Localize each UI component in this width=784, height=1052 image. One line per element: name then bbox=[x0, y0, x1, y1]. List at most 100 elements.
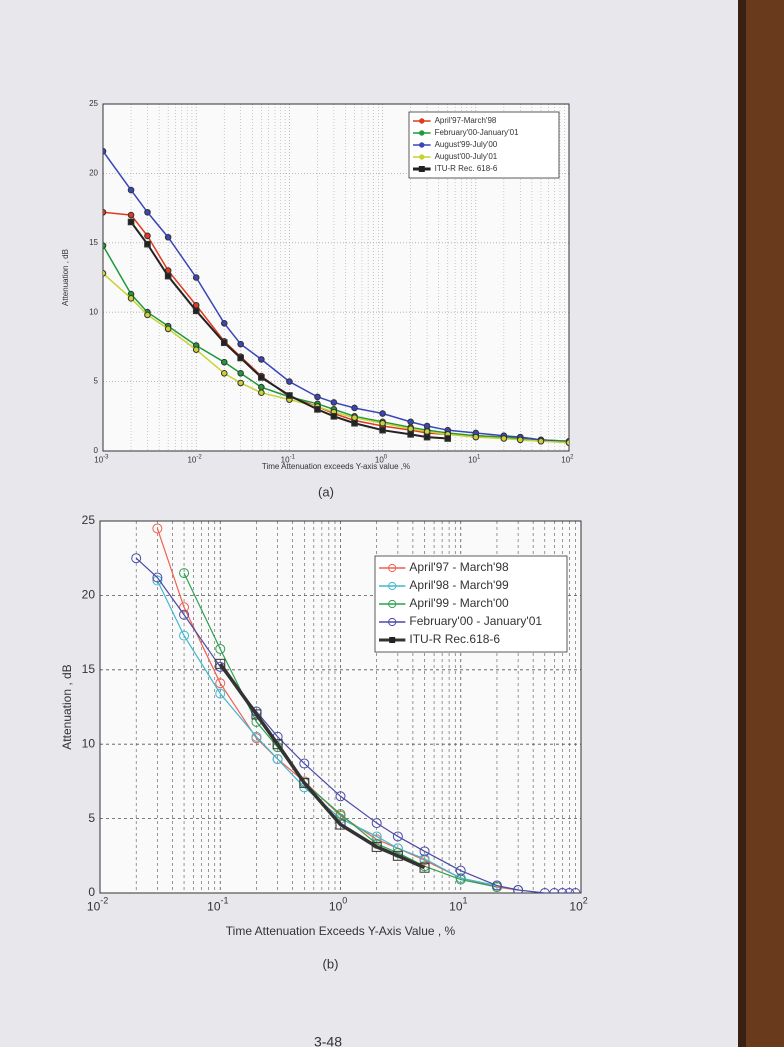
legend-label: April'97 - March'98 bbox=[409, 560, 509, 574]
point bbox=[408, 426, 414, 432]
point bbox=[408, 432, 414, 438]
legend-marker bbox=[420, 155, 424, 159]
x-tick-exponent: -1 bbox=[221, 896, 229, 906]
point bbox=[380, 427, 386, 433]
legend-label: August'99-July'00 bbox=[435, 140, 498, 149]
point bbox=[259, 384, 265, 390]
legend-label: February'00-January'01 bbox=[435, 128, 520, 137]
page-shadow bbox=[738, 0, 746, 1047]
point bbox=[145, 312, 151, 318]
point bbox=[128, 296, 134, 302]
point bbox=[424, 429, 430, 435]
legend-marker bbox=[389, 637, 395, 643]
point bbox=[380, 411, 386, 417]
legend-marker bbox=[420, 119, 424, 123]
point bbox=[238, 370, 244, 376]
point bbox=[221, 340, 227, 346]
y-tick-label: 25 bbox=[82, 513, 96, 527]
x-tick-base: 10 bbox=[329, 900, 343, 914]
y-tick-label: 20 bbox=[82, 588, 96, 602]
y-tick-label: 0 bbox=[94, 446, 99, 455]
y-tick-label: 0 bbox=[88, 885, 95, 899]
point bbox=[517, 437, 523, 443]
point bbox=[128, 219, 134, 225]
point bbox=[380, 420, 386, 426]
x-tick-exponent: 0 bbox=[342, 896, 347, 906]
point bbox=[221, 321, 227, 327]
point bbox=[315, 407, 321, 413]
point bbox=[315, 394, 321, 400]
x-tick-base: 10 bbox=[449, 900, 463, 914]
point bbox=[259, 390, 265, 396]
point bbox=[352, 420, 358, 426]
point bbox=[128, 187, 134, 193]
y-tick-label: 15 bbox=[82, 662, 96, 676]
point bbox=[473, 434, 479, 440]
point bbox=[501, 436, 507, 442]
point bbox=[287, 393, 293, 399]
point bbox=[145, 241, 151, 247]
point bbox=[165, 234, 171, 240]
point bbox=[331, 400, 337, 406]
legend-label: April'98 - March'99 bbox=[409, 578, 509, 592]
y-tick-label: 15 bbox=[89, 238, 98, 247]
y-tick-label: 5 bbox=[94, 377, 99, 386]
point bbox=[193, 275, 199, 281]
point bbox=[445, 436, 451, 442]
point bbox=[238, 355, 244, 361]
point bbox=[352, 405, 358, 411]
y-tick-label: 5 bbox=[88, 811, 95, 825]
x-tick-base: 10 bbox=[207, 900, 221, 914]
x-tick-exponent: -2 bbox=[100, 896, 108, 906]
x-tick-exponent: 1 bbox=[463, 896, 468, 906]
legend-label: ITU-R Rec. 618-6 bbox=[435, 164, 498, 173]
x-axis-label: Time Attenuation exceeds Y-axis value ,% bbox=[262, 462, 410, 471]
caption: (a) bbox=[318, 484, 334, 499]
point bbox=[221, 370, 227, 376]
point bbox=[165, 273, 171, 279]
point bbox=[408, 419, 414, 425]
page-photo: 3-48 10-310-210-11001011020510152025Time… bbox=[0, 0, 784, 1047]
page-number: 3-48 bbox=[314, 1034, 342, 1047]
table-edge bbox=[740, 0, 784, 1047]
x-tick-base: 10 bbox=[87, 900, 101, 914]
point bbox=[331, 414, 337, 420]
legend-marker bbox=[419, 166, 425, 172]
legend-label: April'99 - March'00 bbox=[409, 596, 509, 610]
point bbox=[221, 359, 227, 365]
point bbox=[145, 233, 151, 239]
x-tick-exponent: -1 bbox=[290, 454, 296, 460]
y-axis-label: Attenuation , dB bbox=[60, 664, 74, 749]
y-tick-label: 20 bbox=[89, 169, 98, 178]
point bbox=[259, 357, 265, 363]
point bbox=[128, 212, 134, 218]
point bbox=[424, 423, 430, 429]
x-axis-label: Time Attenuation Exceeds Y-Axis Value , … bbox=[226, 924, 456, 938]
point bbox=[145, 209, 151, 215]
legend-label: April'97-March'98 bbox=[435, 116, 497, 125]
x-tick-exponent: -2 bbox=[196, 454, 202, 460]
point bbox=[424, 434, 430, 440]
point bbox=[165, 326, 171, 332]
x-tick-exponent: -3 bbox=[103, 454, 109, 460]
y-tick-label: 25 bbox=[89, 99, 98, 108]
point bbox=[193, 347, 199, 353]
x-tick-base: 10 bbox=[569, 900, 583, 914]
chart: 10-310-210-11001011020510152025Time Atte… bbox=[61, 99, 574, 499]
legend-marker bbox=[420, 143, 424, 147]
y-tick-label: 10 bbox=[82, 736, 96, 750]
point bbox=[538, 438, 544, 444]
y-tick-label: 10 bbox=[89, 307, 98, 316]
legend-label: ITU-R Rec.618-6 bbox=[409, 632, 500, 646]
point bbox=[193, 308, 199, 314]
point bbox=[259, 375, 265, 381]
y-axis-label: Attenuation , dB bbox=[61, 249, 70, 306]
point bbox=[287, 379, 293, 385]
legend-label: February'00 - January'01 bbox=[409, 614, 542, 628]
point bbox=[352, 415, 358, 421]
legend-marker bbox=[420, 131, 424, 135]
caption: (b) bbox=[323, 956, 339, 971]
point bbox=[238, 380, 244, 386]
legend-label: August'00-July'01 bbox=[435, 152, 498, 161]
point bbox=[238, 341, 244, 347]
